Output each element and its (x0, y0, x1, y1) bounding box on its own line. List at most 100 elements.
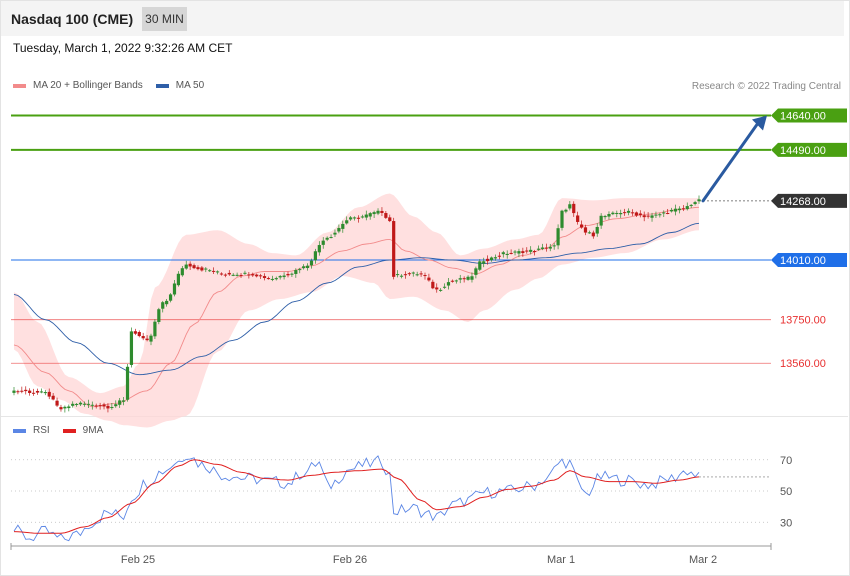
candle (110, 402, 114, 410)
level-tag-box (771, 193, 847, 208)
candle-body (125, 366, 130, 400)
candle (262, 273, 267, 281)
candle (654, 211, 658, 218)
candle (509, 249, 513, 255)
candle-body (384, 213, 388, 218)
candle-body (47, 391, 51, 397)
price-pane: 14640.00 14490.00 14268.00 14010.00 13750.00… (11, 108, 847, 428)
candle (360, 214, 364, 219)
candle (313, 248, 317, 264)
candle-body (86, 403, 90, 405)
candle (431, 279, 435, 290)
candle-body (482, 261, 486, 264)
candle-body (184, 264, 188, 269)
candle (525, 247, 529, 254)
candle-body (388, 217, 392, 222)
candle-body (521, 251, 525, 253)
candle (133, 328, 137, 336)
candle-body (646, 215, 650, 217)
candle (168, 293, 173, 303)
ma50-swatch (155, 83, 169, 88)
candle (544, 243, 548, 252)
candle-body (192, 265, 196, 269)
candle-body (427, 277, 431, 281)
candle-body (317, 245, 321, 253)
candle-body (12, 390, 16, 393)
candle (670, 207, 674, 213)
candle (184, 260, 188, 270)
candle-body (615, 212, 619, 215)
candle-body (309, 260, 314, 266)
candle-body (568, 204, 572, 209)
candle-body (619, 212, 623, 215)
candle (466, 275, 470, 281)
candle (619, 209, 623, 218)
candle (529, 246, 533, 255)
candle (294, 268, 298, 278)
candle-body (587, 232, 591, 234)
rsi-pane: 30 50 70 (11, 455, 792, 542)
candle (364, 210, 368, 221)
candle-body (697, 199, 701, 202)
candle-body (106, 405, 110, 409)
candle (71, 401, 75, 408)
rsi-tick-30: 30 (780, 517, 792, 529)
candle-body (458, 278, 462, 280)
candle (458, 274, 462, 284)
candle (145, 335, 149, 342)
candle (63, 405, 67, 413)
x-axis: Feb 25 Feb 26 Mar 1 Mar 2 (10, 543, 772, 566)
candle-body (497, 255, 501, 257)
candle-body (548, 246, 552, 249)
candle-body (282, 275, 286, 278)
candle-body (157, 309, 161, 322)
candle (423, 272, 427, 280)
candle (208, 269, 212, 272)
candle-body (595, 226, 599, 234)
candle (501, 250, 505, 258)
candle (141, 332, 145, 341)
candle (587, 230, 591, 234)
candle-body (231, 274, 235, 276)
candle-body (591, 232, 595, 237)
candle (325, 236, 329, 242)
candle (231, 273, 235, 277)
candle-body (689, 204, 693, 206)
candle-body (681, 208, 685, 210)
timestamp: Tuesday, March 1, 2022 9:32:26 AM CET (13, 41, 233, 55)
level-tag-14010.00: 14010.00 (771, 253, 847, 268)
candle (329, 234, 333, 239)
legend-item-rsi: RSI (13, 425, 50, 436)
level-tag-box (771, 253, 847, 268)
candle (67, 404, 71, 412)
timeframe-button[interactable]: 30 MIN (142, 7, 187, 31)
candle (243, 270, 247, 275)
candle (172, 279, 177, 297)
level-tag-13560.00: 13560.00 (780, 358, 826, 370)
candle-body (243, 272, 247, 274)
candle (35, 388, 40, 395)
level-label-14640.00: 14640.00 (780, 111, 826, 123)
candle (372, 210, 376, 219)
candle (302, 264, 306, 270)
candle-body (666, 213, 670, 215)
candle-body (102, 404, 106, 407)
candle-body (489, 257, 494, 261)
candle (462, 276, 466, 283)
candle (521, 247, 525, 257)
candle (51, 393, 55, 401)
candle (227, 270, 231, 276)
candle (411, 271, 415, 277)
candle (321, 237, 325, 249)
candle-body (82, 403, 87, 405)
level-label-14010.00: 14010.00 (780, 255, 826, 267)
candle-body (329, 237, 333, 239)
candle-body (325, 237, 329, 240)
rsi-line (13, 455, 700, 542)
candle (317, 241, 321, 256)
candle-body (364, 214, 368, 218)
candle (200, 265, 204, 272)
candle-body (356, 217, 361, 219)
candle-body (63, 406, 67, 409)
